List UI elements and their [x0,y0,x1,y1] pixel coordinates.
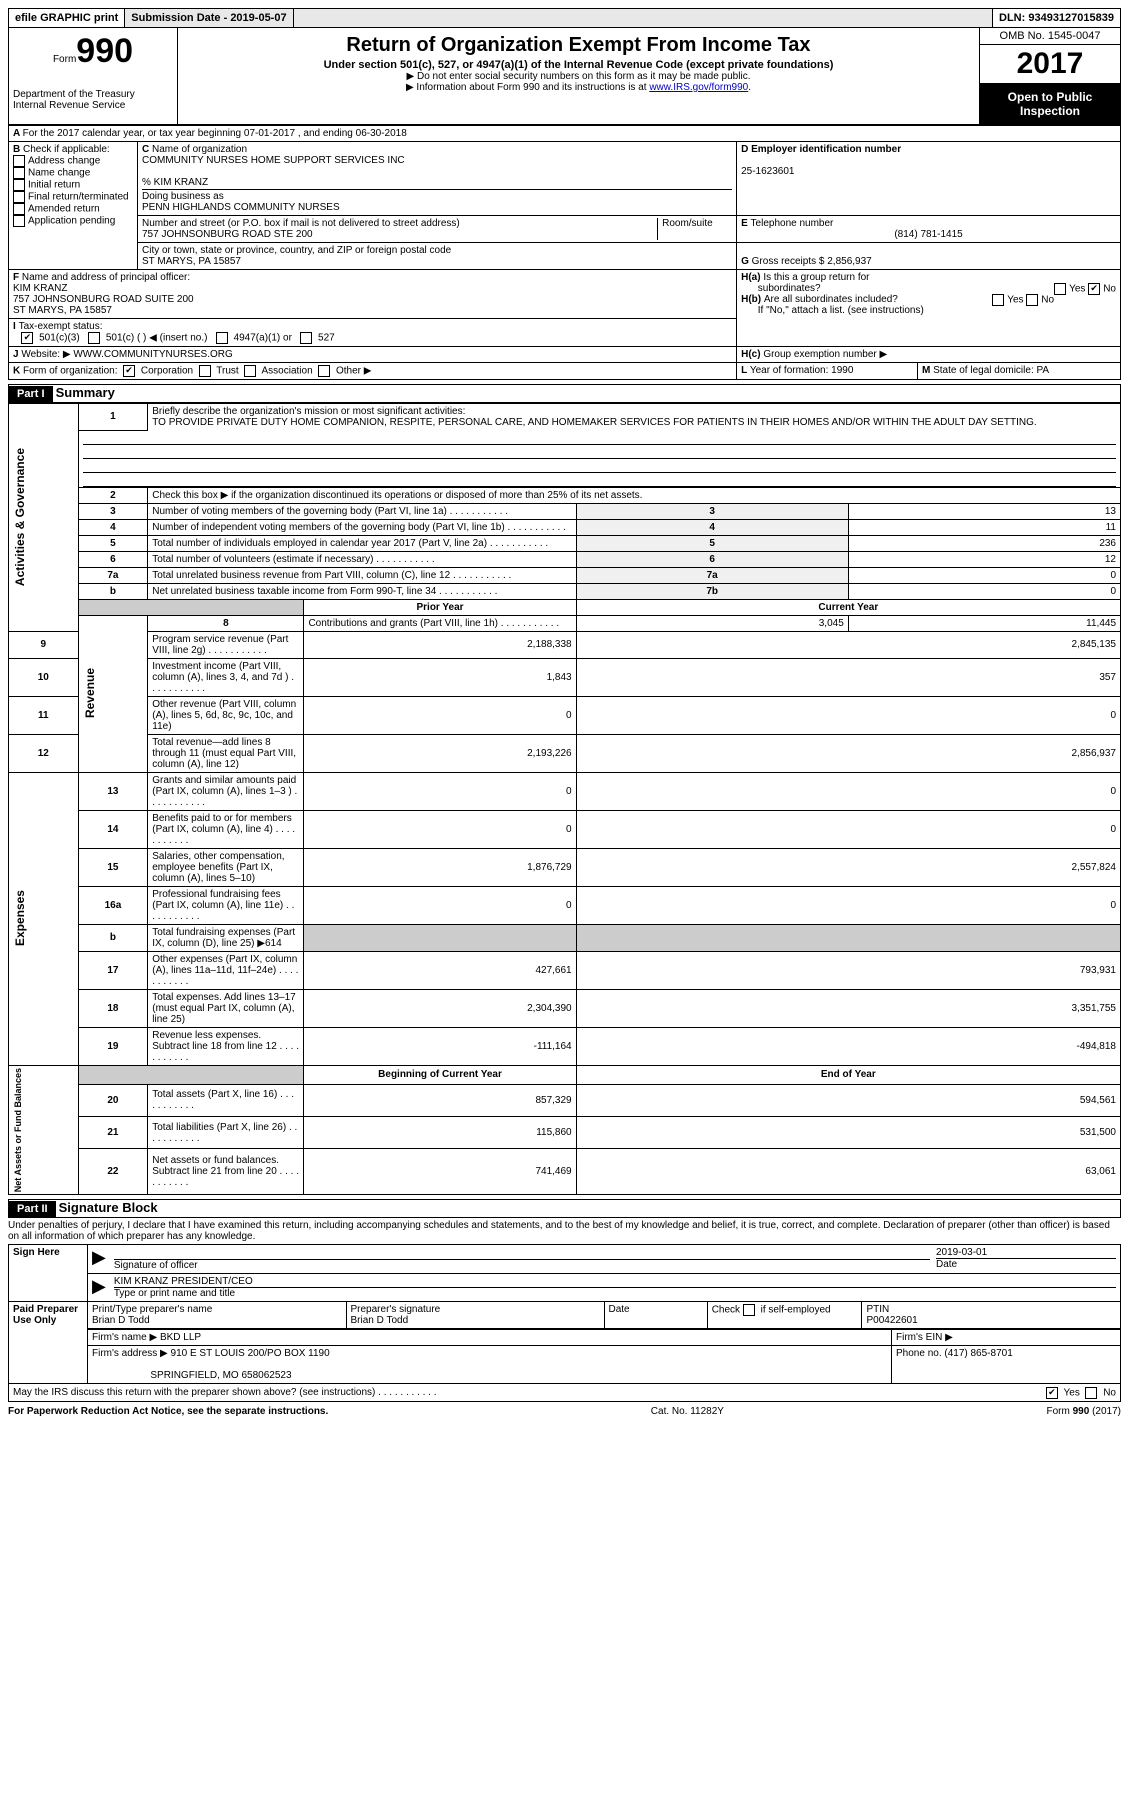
topbar-spacer [294,9,993,27]
section-e: E Telephone number (814) 781-1415 [737,216,1121,243]
exp-sidebar: Expenses [9,772,79,1065]
submission-date: Submission Date - 2019-05-07 [125,9,293,27]
paid-preparer-label: Paid Preparer Use Only [9,1301,88,1383]
cb-corp[interactable]: ✔ [123,365,135,377]
dln-label: DLN: 93493127015839 [993,9,1120,27]
irs-link[interactable]: www.IRS.gov/form990 [649,82,748,93]
section-i: I Tax-exempt status: ✔ 501(c)(3) 501(c) … [9,319,737,347]
tax-year: 2017 [980,45,1120,84]
section-j: J Website: ▶ WWW.COMMUNITYNURSES.ORG [9,347,737,363]
header-left: Form990 Department of the Treasury Inter… [8,28,178,125]
cb-app-pending[interactable] [13,215,25,227]
entity-block: A For the 2017 calendar year, or tax yea… [8,125,1121,380]
dept-treasury: Department of the Treasury [13,89,173,100]
cb-self-employed[interactable] [743,1304,755,1316]
section-hc: H(c) Group exemption number ▶ [737,347,1121,363]
cb-other[interactable] [318,365,330,377]
section-m: M State of legal domicile: PA [918,363,1121,380]
omb-number: OMB No. 1545-0047 [980,28,1120,45]
line2: Check this box ▶ if the organization dis… [148,487,1121,503]
header-right: OMB No. 1545-0047 2017 Open to PublicIns… [979,28,1121,125]
section-k: K Form of organization: ✔ Corporation Tr… [9,363,737,380]
cb-assoc[interactable] [244,365,256,377]
section-g: G Gross receipts $ 2,856,937 [737,243,1121,270]
cb-initial-return[interactable] [13,179,25,191]
cb-ha-yes[interactable] [1054,283,1066,295]
section-d: D Employer identification number 25-1623… [737,142,1121,216]
footer-left: For Paperwork Reduction Act Notice, see … [8,1406,328,1417]
part2-label: Part II [9,1201,56,1217]
section-c-street: Number and street (or P.O. box if mail i… [138,216,737,243]
perjury-declaration: Under penalties of perjury, I declare th… [8,1218,1121,1244]
part1-body: Activities & Governance 1 Briefly descri… [8,403,1121,1195]
form-subtitle: Under section 501(c), 527, or 4947(a)(1)… [188,59,969,71]
rev-sidebar: Revenue [78,615,148,772]
mission-lines [78,430,1120,487]
section-b: B Check if applicable: Address change Na… [9,142,138,270]
open-inspection: Open to PublicInspection [980,84,1120,124]
part1-label: Part I [9,386,53,402]
form-header: Form990 Department of the Treasury Inter… [8,28,1121,125]
gov-sidebar: Activities & Governance [9,404,79,632]
form-label: Form [53,54,76,65]
cb-4947[interactable] [216,332,228,344]
part2-title: Signature Block [59,1200,158,1215]
section-c-city: City or town, state or province, country… [138,243,737,270]
cb-501c[interactable] [88,332,100,344]
cb-hb-yes[interactable] [992,294,1004,306]
col-prior-year: Prior Year [304,599,576,615]
cb-name-change[interactable] [13,167,25,179]
row-a: A For the 2017 calendar year, or tax yea… [9,126,1121,142]
line1: Briefly describe the organization's miss… [148,404,1121,431]
section-h: H(a) Is this a group return for subordin… [737,270,1121,347]
cb-trust[interactable] [199,365,211,377]
net-sidebar: Net Assets or Fund Balances [9,1065,79,1194]
discuss-row: May the IRS discuss this return with the… [8,1384,1121,1402]
cb-hb-no[interactable] [1026,294,1038,306]
footer-right: Form 990 (2017) [1047,1406,1121,1417]
part1-title: Summary [56,385,115,400]
note-info: ▶ Information about Form 990 and its ins… [188,82,969,93]
cb-address-change[interactable] [13,155,25,167]
sign-here-label: Sign Here [9,1244,88,1301]
cb-final-return[interactable] [13,191,25,203]
cb-ha-no[interactable]: ✔ [1088,283,1100,295]
section-f: F Name and address of principal officer:… [9,270,737,319]
note-ssn: ▶ Do not enter social security numbers o… [188,71,969,82]
footer-mid: Cat. No. 11282Y [651,1406,724,1417]
part2-header: Part II Signature Block [8,1199,1121,1218]
part1-header: Part I Summary [8,384,1121,403]
cb-amended[interactable] [13,203,25,215]
form-number: 990 [76,32,133,70]
col-current-year: Current Year [576,599,1120,615]
cb-discuss-no[interactable] [1085,1387,1097,1399]
note-info-pre: ▶ Information about Form 990 and its ins… [406,82,649,93]
cb-501c3[interactable]: ✔ [21,332,33,344]
dept-irs: Internal Revenue Service [13,100,173,111]
form-title: Return of Organization Exempt From Incom… [188,34,969,57]
section-c-name: C Name of organization COMMUNITY NURSES … [138,142,737,216]
page-footer: For Paperwork Reduction Act Notice, see … [8,1406,1121,1417]
efile-label[interactable]: efile GRAPHIC print [9,9,125,27]
top-bar: efile GRAPHIC print Submission Date - 20… [8,8,1121,28]
signature-block: Sign Here ▶ Signature of officer 2019-03… [8,1244,1121,1384]
section-l: L Year of formation: 1990 [737,363,918,380]
cb-527[interactable] [300,332,312,344]
cb-discuss-yes[interactable]: ✔ [1046,1387,1058,1399]
header-mid: Return of Organization Exempt From Incom… [178,28,979,125]
